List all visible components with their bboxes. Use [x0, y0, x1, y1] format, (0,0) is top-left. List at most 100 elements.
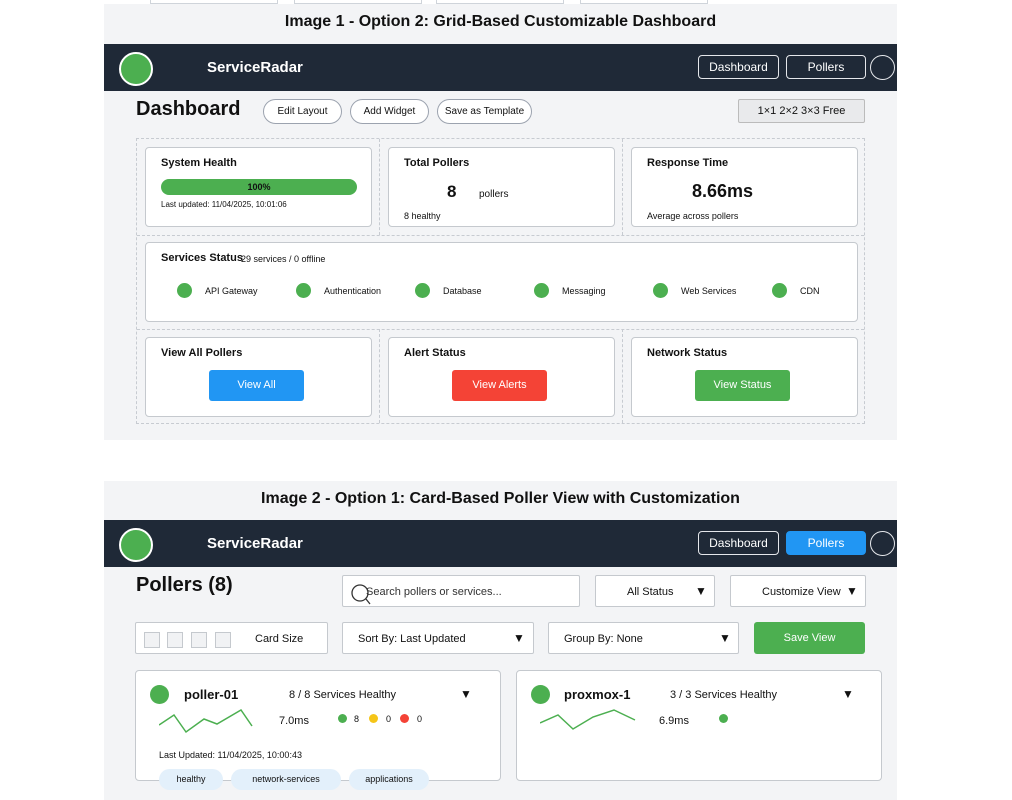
widget-title: Services Status — [161, 252, 243, 264]
widget-title: Response Time — [647, 157, 729, 169]
network-status-widget: Network Status View Status — [631, 337, 858, 417]
services-status-widget[interactable]: Services Status 29 services / 0 offline … — [145, 242, 858, 322]
system-health-widget[interactable]: System Health 100% Last updated: 11/04/2… — [145, 147, 372, 227]
service-label: Database — [443, 286, 482, 296]
poller-response-time: 7.0ms — [279, 715, 309, 727]
chevron-down-icon: ▼ — [695, 584, 707, 598]
image1-caption: Image 1 - Option 2: Grid-Based Customiza… — [284, 13, 717, 30]
logo-icon[interactable] — [119, 52, 153, 86]
poller-card[interactable]: poller-01 8 / 8 Services Healthy ▼ 7.0ms… — [135, 670, 501, 790]
service-label: Web Services — [681, 286, 737, 296]
healthy-dot-icon — [338, 714, 347, 723]
widget-title: System Health — [161, 157, 237, 169]
poller-name: poller-01 — [184, 687, 239, 702]
alert-status-widget: Alert Status View Alerts — [388, 337, 615, 417]
view-all-pollers-widget: View All Pollers View All — [145, 337, 372, 417]
poller-health-text: 3 / 3 Services Healthy — [670, 689, 777, 701]
avatar[interactable] — [870, 55, 895, 80]
card-size-option-icon[interactable] — [215, 632, 231, 648]
chevron-down-icon: ▼ — [719, 631, 731, 645]
healthy-dot-icon — [719, 714, 728, 723]
card-size-option-icon[interactable] — [167, 632, 183, 648]
customize-view-label: Customize View — [762, 586, 841, 598]
nav-dashboard-button[interactable]: Dashboard — [698, 531, 779, 555]
nav-pollers-button[interactable]: Pollers — [786, 531, 866, 555]
service-status-dot — [653, 283, 668, 298]
grid-guide — [137, 235, 864, 236]
widget-title: Total Pollers — [404, 157, 470, 169]
health-progress-bar: 100% — [161, 179, 357, 195]
save-view-button[interactable]: Save View — [754, 622, 865, 654]
image2-frame: Image 2 - Option 1: Card-Based Poller Vi… — [104, 481, 897, 800]
status-filter-value: All Status — [627, 586, 674, 598]
total-pollers-unit: pollers — [479, 189, 509, 200]
service-status-dot — [415, 283, 430, 298]
card-size-option-icon[interactable] — [191, 632, 207, 648]
avatar[interactable] — [870, 531, 895, 556]
service-status-dot — [772, 283, 787, 298]
page-title: Dashboard — [136, 98, 241, 120]
save-template-button[interactable]: Save as Template — [437, 99, 532, 124]
healthy-count-text: 8 healthy — [404, 211, 441, 221]
poller-status-dot — [531, 685, 550, 704]
card-size-option-icon[interactable] — [144, 632, 160, 648]
grid-size-selector[interactable]: 1×1 2×2 3×3 Free — [738, 99, 865, 123]
nav-dashboard-button[interactable]: Dashboard — [698, 55, 779, 79]
service-label: Messaging — [562, 286, 606, 296]
widget-title: Network Status — [647, 347, 728, 359]
grid-guide — [379, 329, 380, 423]
grid-guide — [622, 329, 623, 423]
total-pollers-widget[interactable]: Total Pollers 8 pollers 8 healthy — [388, 147, 615, 227]
add-widget-button[interactable]: Add Widget — [350, 99, 429, 124]
service-label: API Gateway — [205, 286, 258, 296]
image2-caption: Image 2 - Option 1: Card-Based Poller Vi… — [261, 490, 740, 507]
poller-response-time: 6.9ms — [659, 715, 689, 727]
logo-icon[interactable] — [119, 528, 153, 562]
navbar: ServiceRadar Dashboard Pollers — [104, 520, 897, 567]
poller-name: proxmox-1 — [564, 687, 631, 702]
search-input[interactable]: Search pollers or services... — [342, 575, 580, 607]
sort-by-select[interactable]: Sort By: Last Updated ▼ — [342, 622, 534, 654]
brand-name: ServiceRadar — [207, 59, 303, 76]
healthy-count: 8 — [354, 714, 360, 724]
service-status-dot — [534, 283, 549, 298]
poller-tag[interactable]: healthy — [159, 769, 223, 790]
response-time-value: 8.66ms — [692, 181, 754, 201]
edit-layout-button[interactable]: Edit Layout — [263, 99, 342, 124]
view-all-button[interactable]: View All — [209, 370, 304, 401]
warning-dot-icon — [369, 714, 378, 723]
search-icon — [351, 584, 371, 605]
poller-tag[interactable]: applications — [349, 769, 429, 790]
service-label: Authentication — [324, 286, 382, 296]
chevron-down-icon: ▼ — [846, 584, 858, 598]
total-pollers-value: 8 — [447, 182, 457, 201]
image1-frame: Image 1 - Option 2: Grid-Based Customiza… — [104, 4, 897, 440]
grid-guide — [622, 139, 623, 235]
sparkline-icon — [540, 709, 636, 730]
group-by-select[interactable]: Group By: None ▼ — [548, 622, 739, 654]
poller-health-text: 8 / 8 Services Healthy — [289, 689, 396, 701]
service-status-dot — [296, 283, 311, 298]
sparkline-icon — [159, 709, 253, 734]
status-filter-select[interactable]: All Status ▼ — [595, 575, 715, 607]
expand-chevron-icon[interactable]: ▼ — [460, 687, 472, 701]
view-status-button[interactable]: View Status — [695, 370, 790, 401]
grid-guide — [379, 139, 380, 235]
service-status-dot — [177, 283, 192, 298]
response-time-widget[interactable]: Response Time 8.66ms Average across poll… — [631, 147, 858, 227]
customize-view-select[interactable]: Customize View ▼ — [730, 575, 866, 607]
sort-by-value: Sort By: Last Updated — [358, 633, 466, 645]
view-alerts-button[interactable]: View Alerts — [452, 370, 547, 401]
poller-tag[interactable]: network-services — [231, 769, 341, 790]
navbar: ServiceRadar Dashboard Pollers — [104, 44, 897, 91]
poller-card[interactable]: proxmox-1 3 / 3 Services Healthy ▼ 6.9ms — [516, 670, 882, 781]
chevron-down-icon: ▼ — [513, 631, 525, 645]
grid-guide — [137, 329, 864, 330]
widget-title: Alert Status — [404, 347, 466, 359]
previous-frame-edge — [104, 0, 897, 4]
search-placeholder: Search pollers or services... — [366, 586, 502, 598]
expand-chevron-icon[interactable]: ▼ — [842, 687, 854, 701]
widget-grid: System Health 100% Last updated: 11/04/2… — [136, 138, 865, 424]
nav-pollers-button[interactable]: Pollers — [786, 55, 866, 79]
service-label: CDN — [800, 286, 820, 296]
